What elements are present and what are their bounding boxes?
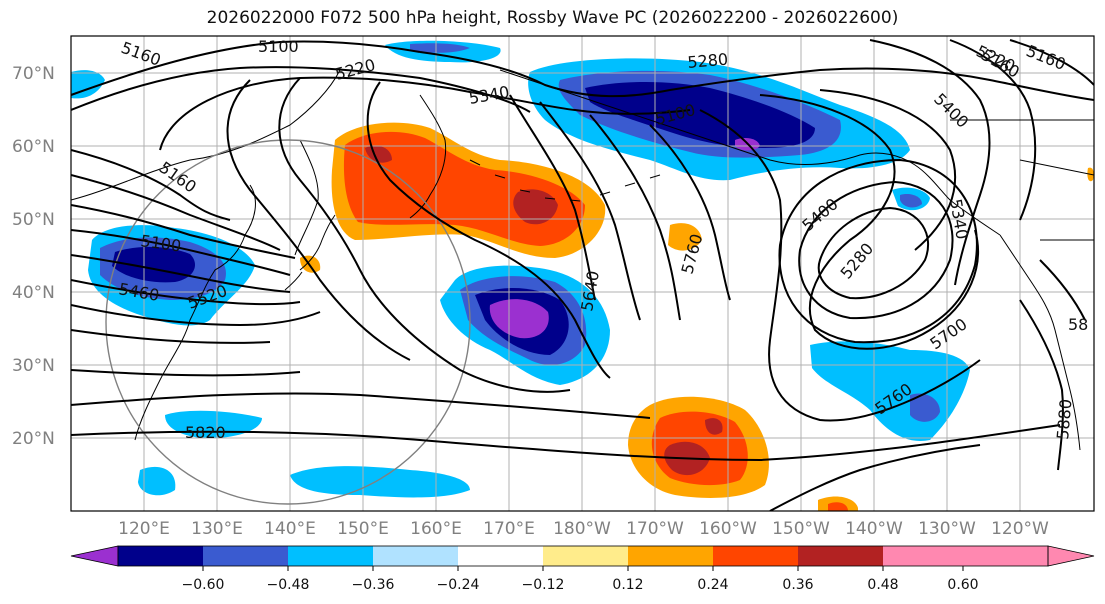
positive-anomaly-subtropical-pacific [628, 167, 1094, 511]
north-america-coastline [999, 234, 1081, 451]
height-contours [71, 39, 1094, 511]
lon-tick-label: 160°E [410, 519, 462, 539]
lon-tick-label: 170°W [626, 519, 684, 539]
colorbar-bin [883, 546, 963, 566]
lon-tick-label: 140°W [845, 519, 903, 539]
colorbar-tick-label: −0.60 [182, 577, 225, 593]
colorbar-bin [288, 546, 373, 566]
negative-anomaly-east-pacific [810, 187, 970, 441]
colorbar-tick-label: 0.24 [697, 577, 728, 593]
colorbar-tick-label: −0.48 [267, 577, 310, 593]
colorbar-bin [798, 546, 883, 566]
canada-interior-borders [950, 119, 1094, 241]
lon-tick-label: 130°E [191, 519, 243, 539]
colorbar-bin [713, 546, 798, 566]
lon-tick-label: 140°E [264, 519, 316, 539]
lat-tick-label: 20°N [12, 429, 55, 449]
lat-tick-label: 50°N [12, 210, 55, 230]
lon-tick-label: 180°W [553, 519, 611, 539]
negative-anomaly-central-pacific [440, 265, 610, 385]
contour-label: 5280 [687, 50, 729, 72]
anomaly-shading [71, 40, 1094, 511]
colorbar-bin [458, 546, 543, 566]
aleutian-islands [469, 159, 661, 202]
colorbar-tick-label: 0.12 [612, 577, 643, 593]
colorbar-tick-label: 0.36 [782, 577, 813, 593]
lon-tick-label: 120°W [991, 519, 1049, 539]
lat-tick-label: 60°N [12, 137, 55, 157]
colorbar-outline [117, 545, 1049, 567]
colorbar-bin [373, 546, 458, 566]
colorbar-high-extension [1047, 545, 1095, 567]
colorbar-tick-label: 0.48 [867, 577, 898, 593]
positive-anomaly-northwest-pacific [300, 122, 702, 273]
chart-title: 2026022000 F072 500 hPa height, Rossby W… [206, 8, 899, 28]
colorbar: −0.60 −0.48 −0.36 −0.24 −0.12 0.12 0.24 … [70, 545, 1095, 593]
colorbar-tick-label: −0.12 [522, 577, 565, 593]
coastlines [71, 69, 1094, 451]
range-ring [105, 139, 471, 505]
colorbar-ticks [202, 566, 964, 571]
lon-tick-label: 130°W [918, 519, 976, 539]
lon-tick-label: 170°E [483, 519, 535, 539]
contour-label: 5100 [258, 37, 299, 56]
lat-tick-label: 70°N [12, 64, 55, 84]
negative-anomaly-east-asia [88, 225, 255, 326]
lon-tick-label: 160°W [699, 519, 757, 539]
lat-tick-label: 40°N [12, 283, 55, 303]
colorbar-bin [628, 546, 713, 566]
colorbar-tick-label: −0.24 [437, 577, 480, 593]
longitude-labels: 120°E 130°E 140°E 150°E 160°E 170°E 180°… [118, 519, 1049, 539]
latitude-labels: 70°N 60°N 50°N 40°N 30°N 20°N [12, 64, 55, 449]
lon-tick-label: 150°W [772, 519, 830, 539]
colorbar-low-extension [70, 545, 119, 567]
lon-tick-label: 150°E [337, 519, 389, 539]
colorbar-tick-label: −0.36 [352, 577, 395, 593]
negative-anomaly-alaska [71, 40, 910, 181]
alaska-coastline [499, 69, 1001, 236]
lat-tick-label: 30°N [12, 356, 55, 376]
colorbar-tick-label: 0.60 [947, 577, 978, 593]
contour-label: 5820 [185, 423, 226, 442]
colorbar-bin [203, 546, 288, 566]
map-frame [70, 35, 1095, 512]
colorbar-bin [543, 546, 628, 566]
colorbar-bin-b [963, 546, 1048, 566]
contour-label: 58 [1068, 315, 1088, 334]
colorbar-bin [118, 546, 203, 566]
lon-tick-label: 120°E [118, 519, 170, 539]
contour-label: 5880 [1053, 398, 1075, 440]
